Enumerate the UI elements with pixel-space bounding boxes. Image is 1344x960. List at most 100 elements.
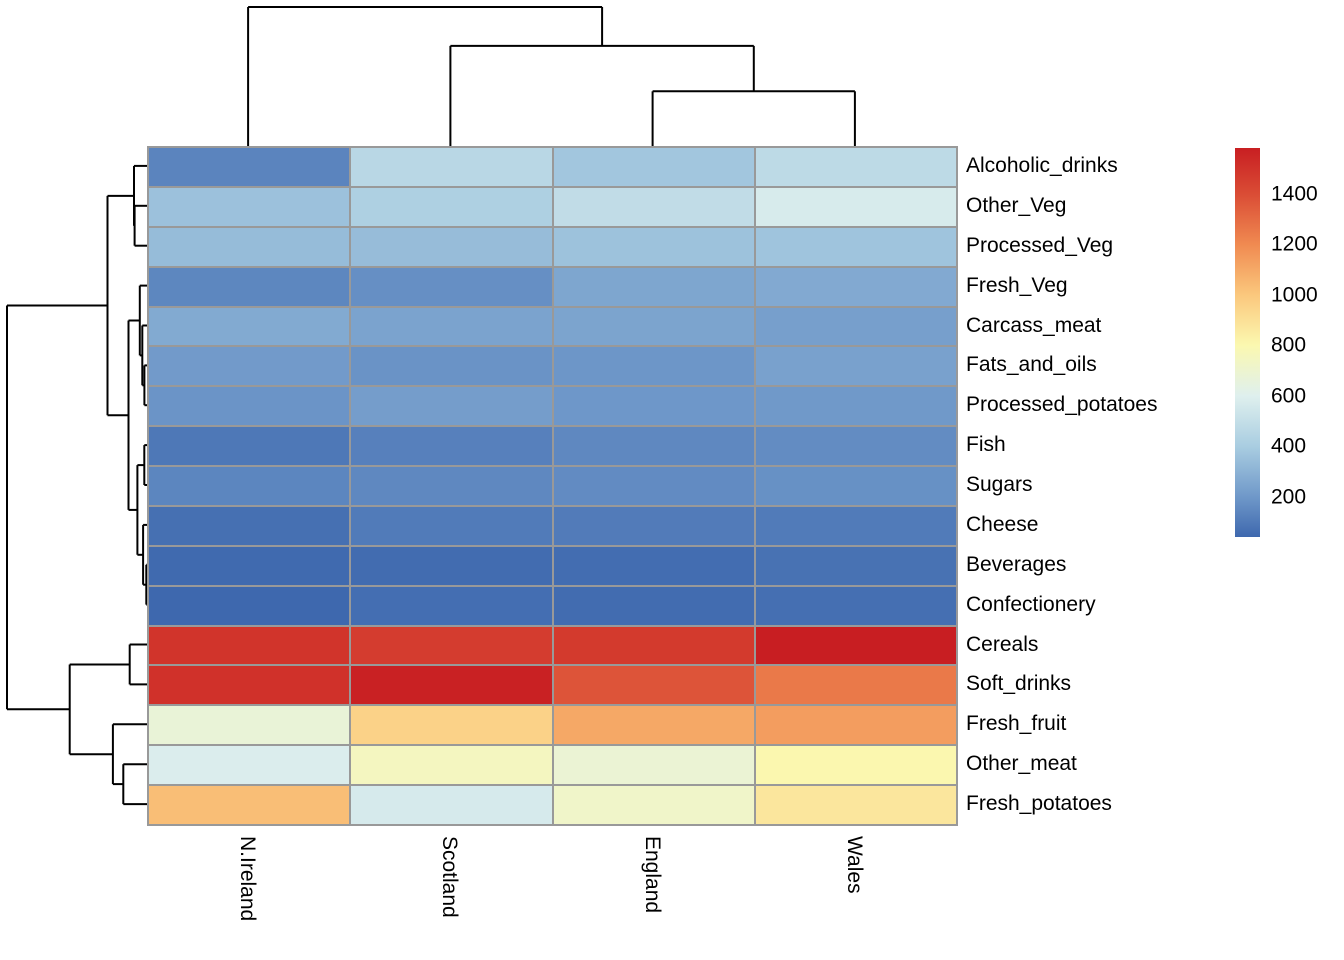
heatmap-cell-Other_meat-Scotland — [350, 745, 553, 785]
heatmap-cell-Cereals-N.Ireland — [148, 626, 350, 665]
row-label-Sugars: Sugars — [966, 473, 1033, 497]
heatmap-cell-Fresh_Veg-N.Ireland — [148, 267, 350, 307]
heatmap-cell-Other_Veg-N.Ireland — [148, 187, 350, 227]
row-label-Carcass_meat: Carcass_meat — [966, 313, 1102, 337]
heatmap-cell-Alcoholic_drinks-N.Ireland — [148, 147, 350, 187]
heatmap-cell-Fats_and_oils-Wales — [755, 346, 957, 386]
heatmap-cell-Fresh_Veg-Wales — [755, 267, 957, 307]
heatmap-cell-Processed_potatoes-Scotland — [350, 386, 553, 426]
heatmap-cell-Processed_Veg-N.Ireland — [148, 227, 350, 267]
heatmap-cell-Beverages-Scotland — [350, 546, 553, 586]
heatmap-cell-Confectionery-Scotland — [350, 586, 553, 626]
heatmap-cell-Other_meat-N.Ireland — [148, 745, 350, 785]
heatmap-cell-Fats_and_oils-N.Ireland — [148, 346, 350, 386]
row-label-Fresh_Veg: Fresh_Veg — [966, 273, 1068, 297]
heatmap-cell-Fresh_fruit-N.Ireland — [148, 705, 350, 745]
heatmap-cell-Other_meat-England — [553, 745, 755, 785]
row-label-Cereals: Cereals — [966, 632, 1039, 656]
heatmap-cell-Soft_drinks-Wales — [755, 665, 957, 705]
heatmap-cell-Alcoholic_drinks-Scotland — [350, 147, 553, 187]
heatmap-cell-Cheese-Scotland — [350, 506, 553, 546]
heatmap-cell-Sugars-Wales — [755, 466, 957, 506]
heatmap-cell-Fresh_potatoes-England — [553, 785, 755, 825]
row-label-Alcoholic_drinks: Alcoholic_drinks — [966, 153, 1118, 177]
heatmap-cell-Fish-Wales — [755, 426, 957, 466]
heatmap-cell-Processed_Veg-Wales — [755, 227, 957, 267]
legend-tick-label-600: 600 — [1271, 384, 1307, 408]
heatmap-cell-Other_meat-Wales — [755, 745, 957, 785]
heatmap-cell-Fresh_fruit-Wales — [755, 705, 957, 745]
heatmap-cell-Cheese-N.Ireland — [148, 506, 350, 546]
heatmap-cell-Fish-N.Ireland — [148, 426, 350, 466]
column-label-England: England — [640, 836, 664, 914]
heatmap-cell-Carcass_meat-N.Ireland — [148, 307, 350, 346]
heatmap-cell-Beverages-England — [553, 546, 755, 586]
heatmap-cell-Cereals-Scotland — [350, 626, 553, 665]
heatmap-cell-Other_Veg-Scotland — [350, 187, 553, 227]
heatmap-cell-Processed_Veg-Scotland — [350, 227, 553, 267]
row-label-Other_Veg: Other_Veg — [966, 193, 1067, 217]
heatmap-cell-Carcass_meat-Wales — [755, 307, 957, 346]
heatmap-cell-Processed_potatoes-Wales — [755, 386, 957, 426]
heatmap-cell-Fats_and_oils-Scotland — [350, 346, 553, 386]
heatmap-cell-Fish-England — [553, 426, 755, 466]
legend-tick-label-800: 800 — [1271, 333, 1307, 357]
heatmap-cell-Sugars-Scotland — [350, 466, 553, 506]
heatmap-cell-Cereals-England — [553, 626, 755, 665]
legend-tick-label-1200: 1200 — [1271, 232, 1318, 256]
heatmap-cell-Fresh_Veg-Scotland — [350, 267, 553, 307]
heatmap-cell-Carcass_meat-Scotland — [350, 307, 553, 346]
heatmap-cell-Processed_potatoes-N.Ireland — [148, 386, 350, 426]
heatmap-cell-Alcoholic_drinks-England — [553, 147, 755, 187]
row-label-Cheese: Cheese — [966, 512, 1039, 536]
heatmap-cell-Sugars-N.Ireland — [148, 466, 350, 506]
heatmap-cell-Fresh_fruit-England — [553, 705, 755, 745]
heatmap-cell-Confectionery-Wales — [755, 586, 957, 626]
heatmap-cell-Confectionery-N.Ireland — [148, 586, 350, 626]
row-label-Fats_and_oils: Fats_and_oils — [966, 353, 1097, 377]
heatmap-cell-Alcoholic_drinks-Wales — [755, 147, 957, 187]
row-label-Beverages: Beverages — [966, 552, 1067, 576]
heatmap-cell-Beverages-N.Ireland — [148, 546, 350, 586]
column-label-N.Ireland: N.Ireland — [236, 836, 260, 922]
heatmap-cell-Fresh_fruit-Scotland — [350, 705, 553, 745]
heatmap-cell-Cheese-Wales — [755, 506, 957, 546]
heatmap-cell-Fresh_potatoes-N.Ireland — [148, 785, 350, 825]
row-label-Processed_Veg: Processed_Veg — [966, 233, 1114, 257]
heatmap-cell-Processed_potatoes-England — [553, 386, 755, 426]
heatmap-cell-Fats_and_oils-England — [553, 346, 755, 386]
row-dendrogram — [6, 164, 148, 806]
column-label-Wales: Wales — [842, 836, 866, 894]
heatmap-cell-Fresh_Veg-England — [553, 267, 755, 307]
legend-tick-label-1000: 1000 — [1271, 283, 1318, 307]
heatmap-matrix — [147, 146, 958, 826]
heatmap-cell-Fish-Scotland — [350, 426, 553, 466]
row-label-Fresh_fruit: Fresh_fruit — [966, 712, 1067, 736]
row-label-Fish: Fish — [966, 433, 1006, 457]
row-label-Fresh_potatoes: Fresh_potatoes — [966, 792, 1112, 816]
row-label-Soft_drinks: Soft_drinks — [966, 672, 1072, 696]
heatmap-cell-Confectionery-England — [553, 586, 755, 626]
column-dendrogram — [247, 6, 856, 146]
heatmap-cell-Soft_drinks-N.Ireland — [148, 665, 350, 705]
color-legend-gradient — [1235, 148, 1260, 537]
heatmap-cell-Fresh_potatoes-Wales — [755, 785, 957, 825]
heatmap-cell-Processed_Veg-England — [553, 227, 755, 267]
heatmap-cell-Soft_drinks-Scotland — [350, 665, 553, 705]
heatmap-cell-Cereals-Wales — [755, 626, 957, 665]
legend-tick-label-400: 400 — [1271, 434, 1307, 458]
heatmap-cell-Beverages-Wales — [755, 546, 957, 586]
heatmap-cell-Sugars-England — [553, 466, 755, 506]
heatmap-cell-Other_Veg-England — [553, 187, 755, 227]
heatmap-cell-Fresh_potatoes-Scotland — [350, 785, 553, 825]
legend-tick-label-200: 200 — [1271, 485, 1307, 509]
row-label-Other_meat: Other_meat — [966, 752, 1077, 776]
heatmap-cell-Soft_drinks-England — [553, 665, 755, 705]
row-label-Confectionery: Confectionery — [966, 592, 1096, 616]
legend-tick-label-1400: 1400 — [1271, 182, 1318, 206]
heatmap-cell-Other_Veg-Wales — [755, 187, 957, 227]
row-label-Processed_potatoes: Processed_potatoes — [966, 393, 1158, 417]
heatmap-cell-Carcass_meat-England — [553, 307, 755, 346]
